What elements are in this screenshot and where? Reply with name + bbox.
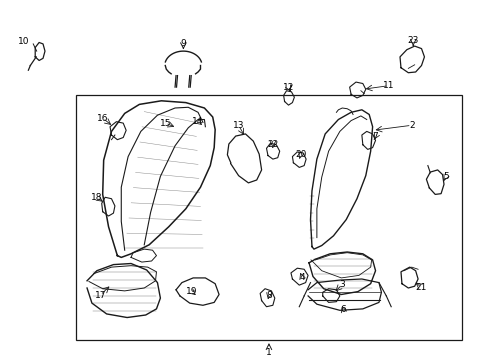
Bar [76,95,461,340]
Text: 15: 15 [159,118,171,127]
Text: 8: 8 [265,291,271,300]
Text: 4: 4 [299,274,305,282]
Text: 11: 11 [382,81,394,90]
Text: 14: 14 [192,117,203,126]
Text: 18: 18 [91,193,102,202]
Text: 22: 22 [266,140,278,149]
Text: 1: 1 [265,348,271,356]
Text: 7: 7 [372,132,378,141]
Text: 17: 17 [94,291,106,300]
Text: 16: 16 [97,113,108,122]
Text: 21: 21 [415,283,427,292]
Text: 19: 19 [185,287,197,296]
Text: 5: 5 [442,172,448,181]
Text: 3: 3 [339,280,345,289]
Text: 23: 23 [407,36,418,45]
Text: 6: 6 [340,305,346,314]
Text: 10: 10 [18,37,29,46]
Text: 2: 2 [408,121,414,130]
Text: 12: 12 [282,83,294,91]
Text: 20: 20 [294,150,306,159]
Text: 13: 13 [232,121,244,130]
Text: 9: 9 [180,39,186,48]
